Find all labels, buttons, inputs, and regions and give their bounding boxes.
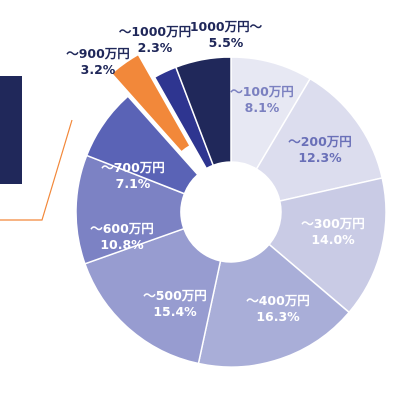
slice-value-label: 12.3% <box>298 150 342 165</box>
donut-slices <box>75 53 387 368</box>
slice-value-label: 7.1% <box>116 176 151 191</box>
slice-category-label: ～400万円 <box>246 293 310 308</box>
slice-category-label: ～200万円 <box>288 134 352 149</box>
slice-category-label: ～600万円 <box>90 221 154 236</box>
slice-value-label: 15.4% <box>153 304 197 319</box>
slice-value-label: 16.3% <box>256 309 300 324</box>
slice-10 <box>174 56 232 167</box>
slice-value-label: 10.8% <box>100 237 144 252</box>
slice-5 <box>83 227 222 365</box>
slice-value-label: 2.3% <box>138 40 173 55</box>
slice-2 <box>255 77 384 202</box>
slice-category-label: ～500万円 <box>143 288 207 303</box>
left-callout-panel <box>0 76 22 184</box>
slice-category-label: ～100万円 <box>230 84 294 99</box>
slice-3 <box>268 177 387 314</box>
slice-value-label: 14.0% <box>311 232 355 247</box>
slice-8 <box>110 53 192 153</box>
slice-7 <box>85 95 199 195</box>
slice-4 <box>197 243 351 368</box>
slice-value-label: 3.2% <box>81 62 116 77</box>
slice-value-label: 5.5% <box>209 35 244 50</box>
callout-line <box>0 119 73 221</box>
slice-category-label: ～300万円 <box>301 216 365 231</box>
slice-category-label: ～900万円 <box>66 46 130 61</box>
slice-category-label: ～700万円 <box>101 160 165 175</box>
slice-value-label: 8.1% <box>245 100 280 115</box>
slice-category-label: 1000万円～ <box>190 19 263 34</box>
slice-category-label: ～1000万円 <box>119 24 191 39</box>
